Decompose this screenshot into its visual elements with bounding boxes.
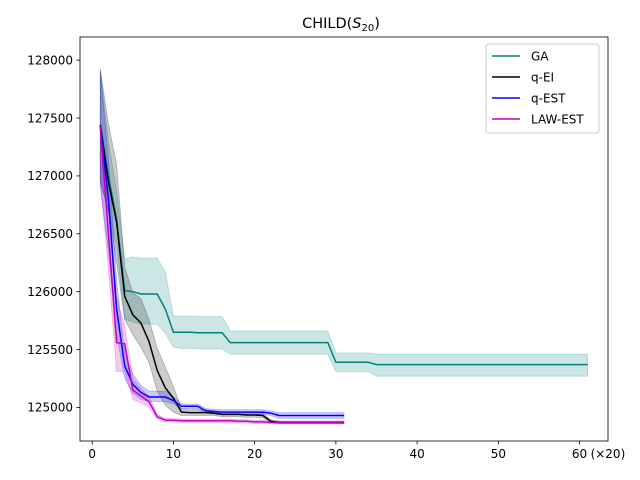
- x-tick-label: 40: [409, 447, 424, 461]
- chart-title-subscript: 20: [362, 23, 375, 34]
- band-q-ei: [99, 69, 345, 425]
- y-tick-label: 128000: [27, 53, 73, 67]
- chart-title-prefix: CHILD(: [302, 16, 352, 32]
- legend-label-q-est: q-EST: [531, 91, 566, 105]
- y-tick-label: 125500: [27, 343, 73, 357]
- x-tick-label: 10: [166, 447, 181, 461]
- line-ga: [99, 124, 588, 366]
- line-law-est: [99, 126, 344, 424]
- x-tick-label: 50: [491, 447, 506, 461]
- x-tick-label: 60: [572, 447, 587, 461]
- legend-frame: [485, 43, 600, 134]
- legend-label-law-est: LAW-EST: [531, 112, 584, 126]
- legend-label-q-ei: q-EI: [531, 70, 554, 84]
- band-ga: [99, 69, 589, 377]
- confidence-bands: [99, 69, 589, 425]
- y-tick-label: 125000: [27, 401, 73, 415]
- y-tick-label: 126500: [27, 227, 73, 241]
- y-tick-label: 127000: [27, 169, 73, 183]
- chart-title-suffix: ): [374, 16, 380, 32]
- x-unit-label: (×20): [591, 447, 626, 461]
- band-law-est: [99, 124, 345, 425]
- x-tick-label: 0: [88, 447, 96, 461]
- legend: GA q-EI q-EST LAW-EST: [485, 43, 600, 134]
- y-tick-label: 126000: [27, 285, 73, 299]
- chart-title: CHILD(S20): [302, 16, 380, 34]
- plot-frame: [79, 36, 609, 442]
- line-q-est: [99, 126, 344, 417]
- series-lines: [99, 124, 588, 424]
- legend-label-ga: GA: [531, 49, 549, 63]
- x-tick-label: 20: [247, 447, 262, 461]
- y-tick-label: 127500: [27, 111, 73, 125]
- band-q-est: [99, 71, 345, 419]
- axes: 0 10 20 30 40 50 60 (×20) 125000 125500 126000 1265…: [27, 36, 626, 461]
- x-tick-label: 30: [328, 447, 343, 461]
- chart-title-symbol: S: [352, 16, 361, 32]
